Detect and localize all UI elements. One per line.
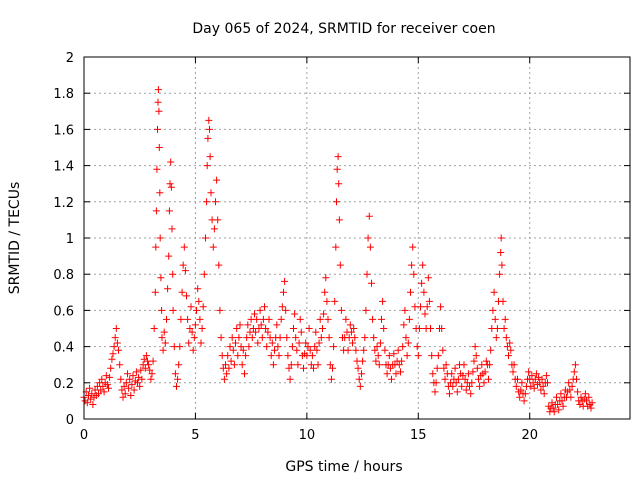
x-axis-title: GPS time / hours [285, 459, 402, 475]
x-tick-label: 5 [191, 428, 199, 443]
y-tick-label: 1.6 [53, 123, 74, 138]
y-axis-title: SRMTID / TECUs [7, 182, 23, 295]
srmtid-scatter-chart: 0 5 10 15 20 0 0.2 0.4 0.6 0.8 1 1.2 1.4 1.6 1.8 2 Day… [0, 0, 640, 480]
y-tick-label: 1.2 [53, 196, 74, 211]
y-tick-label: 0.6 [53, 304, 74, 319]
x-tick-label: 20 [521, 428, 538, 443]
chart-title: Day 065 of 2024, SRMTID for receiver coe… [192, 21, 495, 37]
chart-background [0, 0, 640, 480]
x-tick-label: 0 [80, 428, 88, 443]
y-tick-label: 2 [66, 51, 74, 66]
y-tick-label: 0.4 [53, 341, 74, 356]
y-tick-label: 1.8 [53, 87, 74, 102]
x-tick-label: 10 [299, 428, 316, 443]
y-tick-label: 0 [66, 413, 74, 428]
y-tick-label: 1.4 [53, 160, 74, 175]
y-tick-label: 0.2 [53, 377, 74, 392]
y-tick-label: 0.8 [53, 268, 74, 283]
y-tick-label: 1 [66, 232, 74, 247]
x-tick-label: 15 [410, 428, 427, 443]
